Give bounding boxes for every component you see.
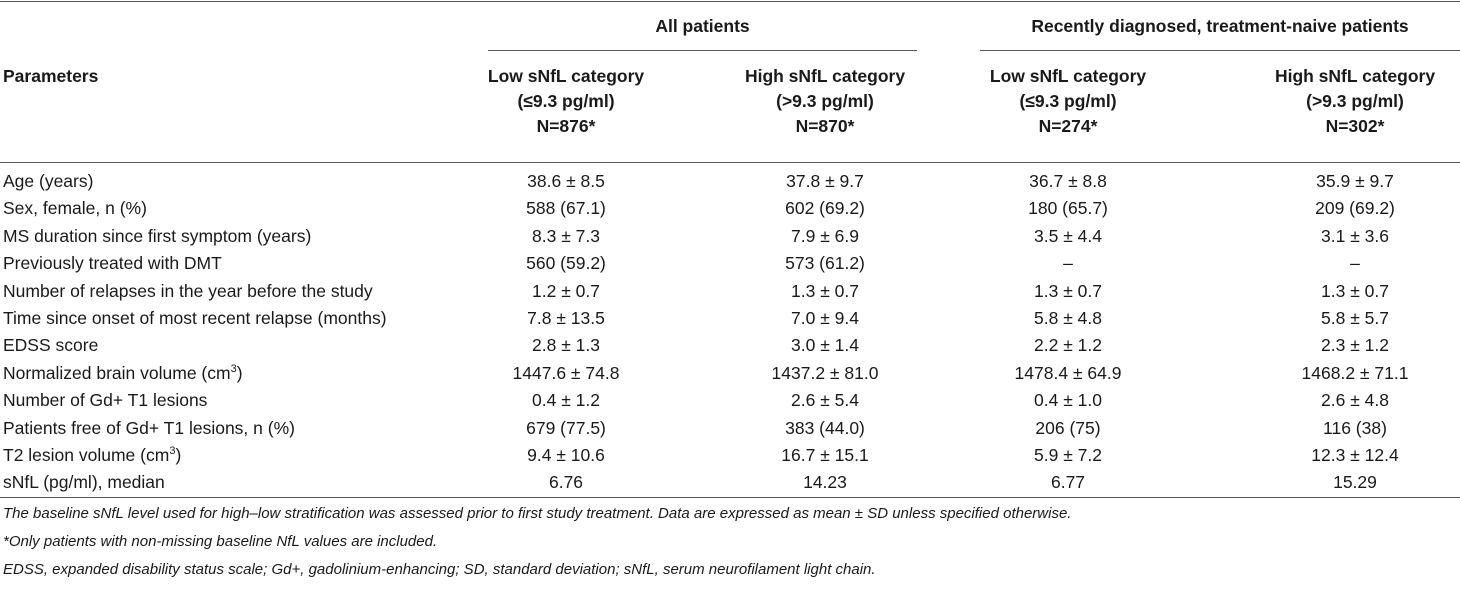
table-cell: 1447.6 ± 74.8: [512, 362, 620, 383]
row-label: Number of Gd+ T1 lesions: [3, 389, 207, 411]
table-cell: 38.6 ± 8.5: [527, 171, 605, 191]
column-header-3-line1: Low sNfL category: [989, 66, 1147, 86]
row-label: MS duration since first symptom (years): [3, 225, 311, 247]
table-cell: 180 (65.7): [1028, 198, 1108, 219]
table-cell: 16.7 ± 15.1: [781, 445, 869, 465]
table-cell: 2.3 ± 1.2: [1321, 335, 1389, 356]
parameters-header: Parameters: [3, 66, 99, 86]
table-top-rule: [0, 1, 1460, 2]
row-label: T2 lesion volume (cm3): [3, 444, 181, 466]
column-header-2-line1: High sNfL category: [744, 66, 906, 86]
table-cell: 2.8 ± 1.3: [532, 335, 600, 356]
table-cell: 35.9 ± 9.7: [1316, 171, 1394, 191]
table-cell: 560 (59.2): [526, 253, 606, 274]
table-cell: 116 (38): [1323, 417, 1387, 438]
table-cell: 14.23: [803, 472, 847, 493]
row-label: sNfL (pg/ml), median: [3, 471, 165, 493]
footnote-3: EDSS, expanded disability status scale; …: [3, 561, 876, 578]
footnote-2: *Only patients with non-missing baseline…: [3, 533, 438, 550]
row-label: EDSS score: [3, 334, 98, 356]
table-cell: 383 (44.0): [785, 417, 865, 438]
column-header-2-line3: N=870*: [795, 116, 855, 136]
column-header-1-line3: N=876*: [536, 116, 596, 136]
row-label-text: Time since onset of most recent relapse …: [3, 308, 387, 328]
table-cell: 3.1 ± 3.6: [1321, 225, 1389, 246]
row-label-text: Number of relapses in the year before th…: [3, 280, 373, 301]
table-cell: 2.6 ± 4.8: [1321, 390, 1389, 411]
table-cell: 12.3 ± 12.4: [1311, 445, 1399, 465]
column-header-4-line3: N=302*: [1325, 116, 1385, 136]
footnote-1: The baseline sNfL level used for high–lo…: [3, 505, 1072, 522]
table-cell: 7.8 ± 13.5: [527, 308, 605, 328]
table-cell: 7.9 ± 6.9: [791, 225, 859, 246]
table-cell: 36.7 ± 8.8: [1029, 171, 1107, 191]
row-label-suffix: ): [236, 362, 243, 383]
table-cell: 602 (69.2): [785, 198, 865, 219]
column-header-4-line1: High sNfL category: [1274, 66, 1436, 86]
table-cell: 206 (75): [1035, 417, 1101, 438]
table-cell: 0.4 ± 1.0: [1034, 390, 1102, 411]
row-label-text: EDSS score: [3, 335, 99, 356]
table-cell: 6.76: [548, 472, 584, 493]
table-cell: 573 (61.2): [785, 253, 865, 274]
table-cell: 6.77: [1050, 472, 1086, 493]
column-header-2-line2: (>9.3 pg/ml): [776, 91, 874, 111]
row-label-text: Patients free of Gd+ T1 lesions, n (%): [3, 417, 295, 438]
table-cell: 1437.2 ± 81.0: [771, 362, 879, 383]
table-cell: 1.2 ± 0.7: [532, 280, 600, 301]
row-label-text: Previously treated with DMT: [3, 253, 222, 274]
row-label: Normalized brain volume (cm3): [3, 362, 243, 384]
table-cell: 3.0 ± 1.4: [791, 335, 859, 356]
table-cell: 8.3 ± 7.3: [532, 225, 600, 246]
table-cell: –: [1063, 253, 1073, 274]
row-label-text: T2 lesion volume (cm: [3, 445, 170, 465]
table-cell: 0.4 ± 1.2: [532, 390, 600, 411]
row-label-text: Normalized brain volume (cm: [3, 362, 231, 383]
row-label: Patients free of Gd+ T1 lesions, n (%): [3, 417, 295, 439]
row-label: Previously treated with DMT: [3, 252, 222, 274]
table-cell: 3.5 ± 4.4: [1034, 225, 1102, 246]
row-label: Time since onset of most recent relapse …: [3, 307, 387, 329]
row-label: Sex, female, n (%): [3, 197, 147, 219]
table-cell: 1478.4 ± 64.9: [1014, 362, 1122, 383]
table-cell: 1468.2 ± 71.1: [1301, 362, 1409, 383]
table-cell: 5.8 ± 4.8: [1034, 308, 1102, 328]
column-header-3-line3: N=274*: [1038, 116, 1098, 136]
row-label-superscript: 3: [230, 362, 237, 375]
column-header-4-line2: (>9.3 pg/ml): [1306, 91, 1404, 111]
table-cell: 15.29: [1333, 472, 1377, 493]
column-header-1-line2: (≤9.3 pg/ml): [517, 91, 615, 111]
column-header-3-line2: (≤9.3 pg/ml): [1019, 91, 1117, 111]
table-cell: 1.3 ± 0.7: [791, 280, 859, 301]
table-cell: 5.9 ± 7.2: [1034, 445, 1102, 465]
row-label: Age (years): [3, 170, 93, 192]
group-header-recent: Recently diagnosed, treatment-naive pati…: [1031, 16, 1409, 36]
table-cell: 9.4 ± 10.6: [527, 445, 605, 465]
table-cell: –: [1350, 253, 1360, 274]
row-label-text: sNfL (pg/ml), median: [3, 472, 165, 493]
header-bottom-rule: [0, 162, 1460, 163]
row-label-text: Number of Gd+ T1 lesions: [3, 390, 208, 411]
row-label-superscript: 3: [169, 445, 176, 458]
table-cell: 1.3 ± 0.7: [1034, 280, 1102, 301]
row-label: Number of relapses in the year before th…: [3, 280, 373, 302]
group-rule-all: [488, 50, 917, 51]
row-label-suffix: ): [175, 445, 182, 465]
column-header-1-line1: Low sNfL category: [487, 66, 645, 86]
table-cell: 7.0 ± 9.4: [791, 308, 859, 328]
table-cell: 37.8 ± 9.7: [786, 171, 864, 191]
table-cell: 209 (69.2): [1315, 198, 1395, 219]
row-label-text: Sex, female, n (%): [3, 198, 147, 219]
table-cell: 679 (77.5): [526, 417, 606, 438]
row-label-text: Age (years): [3, 171, 94, 191]
table-bottom-rule: [0, 497, 1460, 498]
table-cell: 5.8 ± 5.7: [1321, 308, 1389, 328]
table-cell: 2.2 ± 1.2: [1034, 335, 1102, 356]
row-label-text: MS duration since first symptom (years): [3, 225, 312, 246]
group-header-all: All patients: [655, 16, 750, 36]
table-cell: 1.3 ± 0.7: [1321, 280, 1389, 301]
table-cell: 588 (67.1): [526, 198, 606, 219]
table-cell: 2.6 ± 5.4: [791, 390, 859, 411]
group-rule-recent: [980, 50, 1460, 51]
